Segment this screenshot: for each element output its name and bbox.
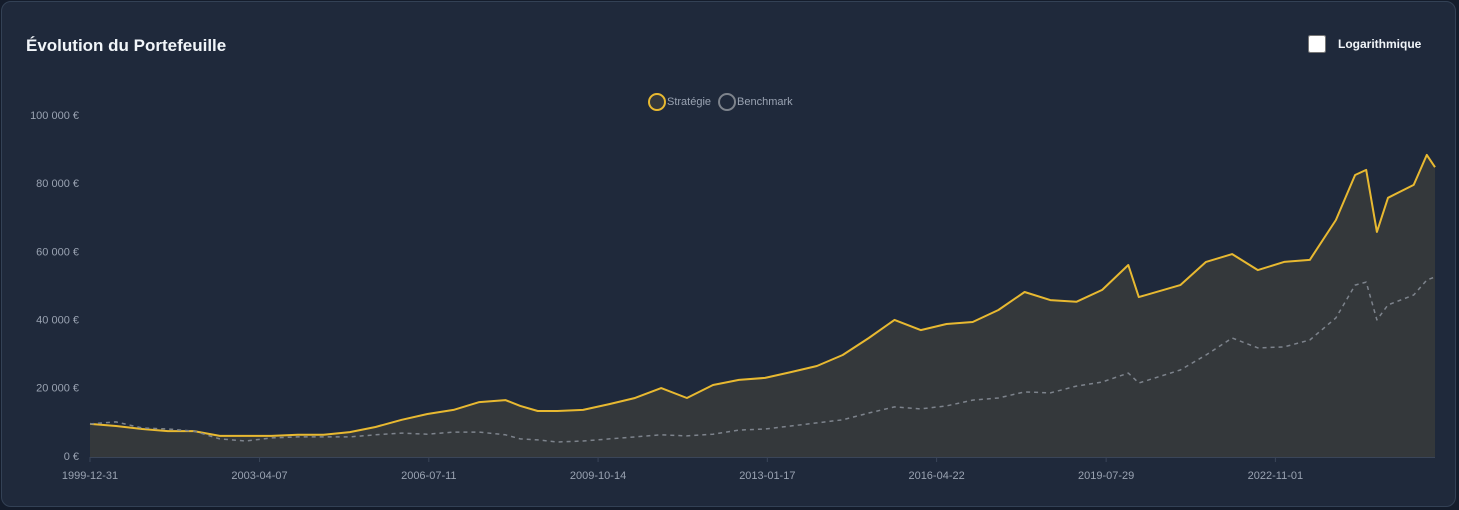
series-line <box>89 153 1436 437</box>
x-tick-label: 2009-10-14 <box>570 470 626 482</box>
y-tick-label: 100 000 € <box>30 110 79 122</box>
legend-marker <box>718 93 737 111</box>
x-tick-label: 2003-04-07 <box>231 470 287 482</box>
x-tick-label: 2019-07-29 <box>1078 470 1134 482</box>
x-tick-label: 2013-01-17 <box>739 470 795 482</box>
chart-title: Évolution du Portefeuille <box>26 36 227 55</box>
legend-item[interactable]: Stratégie <box>648 93 711 111</box>
area <box>90 154 1435 457</box>
log-checkbox[interactable] <box>1308 35 1326 53</box>
x-tick-label: 1999-12-31 <box>62 470 118 482</box>
legend-item[interactable]: Benchmark <box>718 93 793 111</box>
log-toggle[interactable]: Logarithmique <box>1308 35 1421 53</box>
log-label: Logarithmique <box>1338 37 1422 51</box>
y-tick-label: 20 000 € <box>36 383 79 395</box>
legend-label: Benchmark <box>737 96 793 108</box>
y-tick-label: 0 € <box>64 451 79 463</box>
y-tick-label: 40 000 € <box>36 315 79 327</box>
x-tick-label: 2006-07-11 <box>401 470 456 482</box>
series-line <box>89 276 1436 443</box>
y-tick-label: 60 000 € <box>36 246 79 258</box>
legend-label: Stratégie <box>667 96 711 108</box>
x-tick-label: 2022-11-01 <box>1248 470 1303 482</box>
y-tick-label: 80 000 € <box>36 178 79 190</box>
legend-marker <box>648 93 666 111</box>
x-tick-label: 2016-04-22 <box>908 470 964 482</box>
